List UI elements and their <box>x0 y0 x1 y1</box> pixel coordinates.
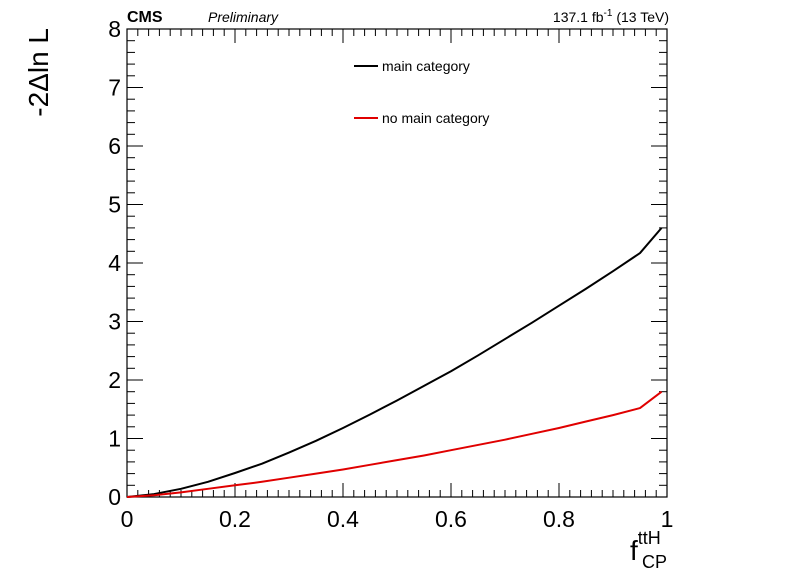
y-axis-title: -2Δln L <box>23 28 54 117</box>
y-tick-label: 0 <box>108 484 121 510</box>
y-tick-label: 5 <box>108 192 121 218</box>
y-tick-label: 2 <box>108 367 121 393</box>
tick-labels: 0 0.2 0.4 0.6 0.8 1 0 1 2 3 4 5 6 7 8 <box>108 16 673 532</box>
experiment-label: CMS <box>127 9 163 26</box>
y-tick-label: 7 <box>108 75 121 101</box>
y-tick-label: 8 <box>108 16 121 42</box>
y-tick-label: 3 <box>108 309 121 335</box>
lumi-label: 137.1 fb-1 (13 TeV) <box>553 8 669 25</box>
x-tick-label: 0.2 <box>219 506 251 532</box>
y-tick-label: 1 <box>108 426 121 452</box>
x-axis-title: fttH CP <box>630 528 667 572</box>
x-tick-label: 0.8 <box>543 506 575 532</box>
x-tick-label: 0.4 <box>327 506 359 532</box>
x-tick-label: 1 <box>661 506 674 532</box>
series-lines <box>126 227 663 498</box>
plot-frame <box>126 28 668 498</box>
legend: main category no main category <box>354 58 489 126</box>
status-label: Preliminary <box>208 9 279 25</box>
legend-label-no-main-category: no main category <box>382 110 489 126</box>
x-tick-label: 0 <box>121 506 134 532</box>
y-tick-label: 4 <box>108 250 121 276</box>
y-tick-label: 6 <box>108 133 121 159</box>
plot-frame-rect <box>126 28 668 498</box>
series-line-main-category <box>126 227 663 498</box>
x-tick-label: 0.6 <box>435 506 467 532</box>
axis-ticks <box>126 28 668 498</box>
legend-label-main-category: main category <box>382 58 470 74</box>
series-line-no-main-category <box>126 390 663 498</box>
